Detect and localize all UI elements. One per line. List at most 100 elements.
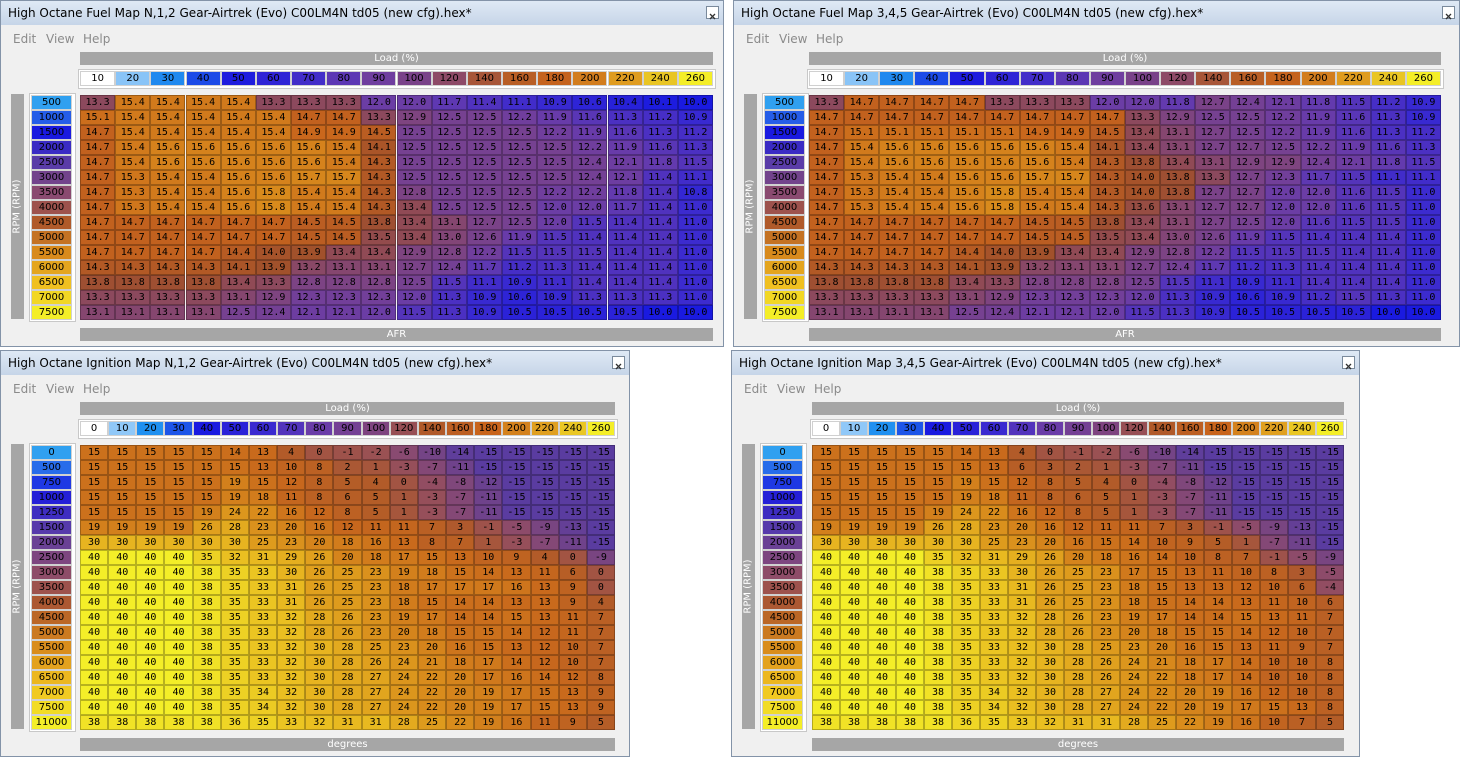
map-cell[interactable]: 14.5 [1054, 230, 1090, 245]
map-cell[interactable]: 15.4 [914, 170, 950, 185]
map-cell[interactable]: 40 [840, 685, 868, 700]
map-cell[interactable]: 33 [980, 610, 1008, 625]
map-cell[interactable]: 12.3 [361, 290, 397, 305]
map-cell[interactable]: 33 [248, 580, 278, 595]
map-cell[interactable]: 12.2 [537, 185, 573, 200]
map-cell[interactable]: 12 [277, 475, 306, 490]
map-cell[interactable]: 15 [1148, 595, 1176, 610]
map-cell[interactable]: 8 [305, 460, 334, 475]
map-cell[interactable]: 11.0 [1405, 200, 1441, 215]
map-cell[interactable]: 10.8 [677, 185, 713, 200]
map-cell[interactable]: -15 [530, 460, 559, 475]
map-cell[interactable]: 40 [80, 670, 109, 685]
map-cell[interactable]: 32 [220, 550, 249, 565]
map-cell[interactable]: 15.4 [150, 200, 186, 215]
map-cell[interactable]: -6 [389, 445, 418, 460]
map-cell[interactable]: 38 [192, 715, 221, 730]
map-cell[interactable]: 5 [361, 505, 390, 520]
map-cell[interactable]: 13.1 [1054, 260, 1090, 275]
map-cell[interactable]: 10.9 [1405, 95, 1441, 110]
map-cell[interactable]: 40 [840, 700, 868, 715]
map-cell[interactable]: 14 [220, 445, 249, 460]
map-cell[interactable]: 14.1 [220, 260, 256, 275]
map-cell[interactable]: 13.4 [326, 245, 362, 260]
map-cell[interactable]: 13.5 [361, 230, 397, 245]
map-cell[interactable]: 13.4 [1125, 215, 1161, 230]
map-cell[interactable]: 33 [980, 625, 1008, 640]
map-cell[interactable]: 28 [333, 670, 362, 685]
map-cell[interactable]: 13.1 [879, 305, 915, 320]
map-cell[interactable]: 13.8 [150, 275, 186, 290]
map-cell[interactable]: 15.4 [115, 95, 151, 110]
map-cell[interactable]: 22 [248, 505, 278, 520]
map-cell[interactable]: 32 [1036, 715, 1064, 730]
map-cell[interactable]: 25 [1064, 580, 1092, 595]
map-cell[interactable]: 12.0 [572, 200, 608, 215]
map-cell[interactable]: 15.1 [879, 125, 915, 140]
map-cell[interactable]: 15 [136, 475, 165, 490]
map-cell[interactable]: 31 [248, 550, 278, 565]
map-cell[interactable]: 27 [1092, 700, 1120, 715]
map-cell[interactable]: 14.7 [879, 245, 915, 260]
map-cell[interactable]: 15 [1204, 625, 1232, 640]
map-cell[interactable]: 12.5 [431, 140, 467, 155]
map-cell[interactable]: 30 [812, 535, 840, 550]
map-cell[interactable]: 15.3 [115, 200, 151, 215]
map-cell[interactable]: 14.7 [150, 230, 186, 245]
map-cell[interactable]: 40 [896, 550, 924, 565]
map-cell[interactable]: 15.6 [185, 155, 221, 170]
map-cell[interactable]: 14.7 [80, 245, 116, 260]
map-cell[interactable]: 35 [220, 595, 249, 610]
map-cell[interactable]: -9 [1316, 550, 1344, 565]
map-cell[interactable]: 14.7 [809, 185, 845, 200]
map-cell[interactable]: -1 [333, 445, 362, 460]
map-cell[interactable]: 19 [80, 520, 109, 535]
map-cell[interactable]: 11.8 [1370, 155, 1406, 170]
map-cell[interactable]: 15 [446, 625, 475, 640]
map-cell[interactable]: 18 [248, 490, 278, 505]
map-cell[interactable]: 10.9 [1265, 290, 1301, 305]
map-cell[interactable]: 18 [389, 595, 418, 610]
map-cell[interactable]: 15 [1176, 625, 1204, 640]
map-cell[interactable]: 35 [952, 580, 980, 595]
map-cell[interactable]: 30 [1036, 655, 1064, 670]
map-cell[interactable]: 12.5 [396, 140, 432, 155]
map-cell[interactable]: 12 [558, 670, 587, 685]
map-cell[interactable]: 13.9 [255, 260, 291, 275]
map-cell[interactable]: 10.9 [1195, 305, 1231, 320]
map-cell[interactable]: 14.7 [914, 95, 950, 110]
menu-item[interactable]: Edit [744, 382, 768, 396]
map-cell[interactable]: 24 [1120, 700, 1148, 715]
map-cell[interactable]: 1 [1120, 490, 1148, 505]
map-cell[interactable]: 14.7 [809, 125, 845, 140]
map-cell[interactable]: 15 [812, 475, 840, 490]
map-cell[interactable]: 27 [361, 685, 390, 700]
map-cell[interactable]: 14.3 [361, 155, 397, 170]
map-cell[interactable]: 7 [1288, 715, 1316, 730]
map-cell[interactable]: 10.5 [537, 305, 573, 320]
map-cell[interactable]: 11.9 [1300, 110, 1336, 125]
map-cell[interactable]: 15.7 [326, 170, 362, 185]
map-cell[interactable]: 31 [1008, 580, 1036, 595]
map-cell[interactable]: 40 [896, 670, 924, 685]
map-cell[interactable]: 12.7 [1195, 200, 1231, 215]
map-cell[interactable]: 40 [80, 550, 109, 565]
map-cell[interactable]: 14.5 [1019, 215, 1055, 230]
map-cell[interactable]: 14.7 [809, 215, 845, 230]
map-cell[interactable]: 20 [1036, 535, 1064, 550]
map-cell[interactable]: 6 [1008, 460, 1036, 475]
map-cell[interactable]: 24 [952, 505, 980, 520]
map-cell[interactable]: 25 [1064, 595, 1092, 610]
map-cell[interactable]: 12.2 [1195, 245, 1231, 260]
map-cell[interactable]: 0 [586, 565, 615, 580]
map-cell[interactable]: 40 [812, 565, 840, 580]
map-cell[interactable]: 30 [1008, 565, 1036, 580]
map-cell[interactable]: 28 [220, 520, 249, 535]
map-cell[interactable]: 15 [136, 490, 165, 505]
map-cell[interactable]: 14.7 [115, 215, 151, 230]
map-cell[interactable]: 15 [868, 460, 896, 475]
map-cell[interactable]: 40 [812, 610, 840, 625]
map-cell[interactable]: -15 [1232, 445, 1260, 460]
map-cell[interactable]: 15.7 [1054, 170, 1090, 185]
map-cell[interactable]: 40 [164, 655, 193, 670]
